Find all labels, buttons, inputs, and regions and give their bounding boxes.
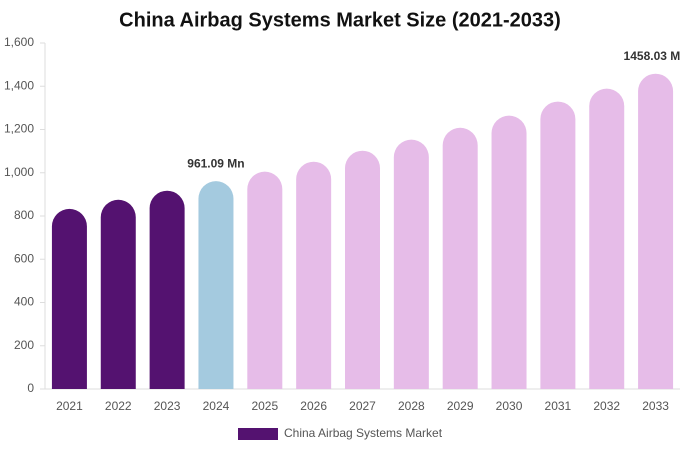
y-tick-label: 200 — [14, 338, 34, 352]
x-tick-label: 2025 — [251, 399, 278, 413]
bar — [149, 190, 185, 389]
x-tick-label: 2029 — [447, 399, 474, 413]
bar — [589, 88, 625, 389]
legend-swatch — [238, 428, 278, 440]
x-tick-label: 2022 — [105, 399, 132, 413]
bar — [442, 127, 478, 390]
legend-label: China Airbag Systems Market — [284, 426, 443, 440]
bar — [638, 73, 674, 389]
y-tick-label: 0 — [27, 381, 34, 395]
y-tick-label: 1,400 — [4, 78, 34, 92]
x-tick-label: 2032 — [593, 399, 620, 413]
bar — [345, 150, 380, 389]
x-tick-label: 2031 — [545, 399, 572, 413]
data-label: 961.09 Mn — [187, 156, 244, 170]
chart-title: China Airbag Systems Market Size (2021-2… — [119, 9, 561, 31]
x-tick-label: 2024 — [203, 399, 230, 413]
bar — [198, 181, 234, 389]
y-tick-label: 1,600 — [4, 35, 34, 49]
y-tick-label: 600 — [14, 251, 34, 265]
y-tick-label: 400 — [14, 295, 34, 309]
x-tick-label: 2026 — [300, 399, 327, 413]
bar — [491, 115, 527, 389]
x-tick-label: 2028 — [398, 399, 425, 413]
x-tick-label: 2033 — [642, 399, 669, 413]
bar — [296, 161, 332, 389]
x-tick-label: 2030 — [496, 399, 523, 413]
bar — [100, 199, 136, 389]
bar — [540, 101, 576, 389]
bar — [51, 208, 87, 389]
y-tick-label: 1,200 — [4, 122, 34, 136]
x-tick-label: 2027 — [349, 399, 376, 413]
bar — [247, 171, 283, 389]
y-tick-label: 800 — [14, 208, 34, 222]
x-tick-label: 2021 — [56, 399, 83, 413]
data-label: 1458.03 Mn — [624, 49, 680, 63]
x-tick-label: 2023 — [154, 399, 181, 413]
bar — [393, 139, 429, 389]
y-tick-label: 1,000 — [4, 165, 34, 179]
